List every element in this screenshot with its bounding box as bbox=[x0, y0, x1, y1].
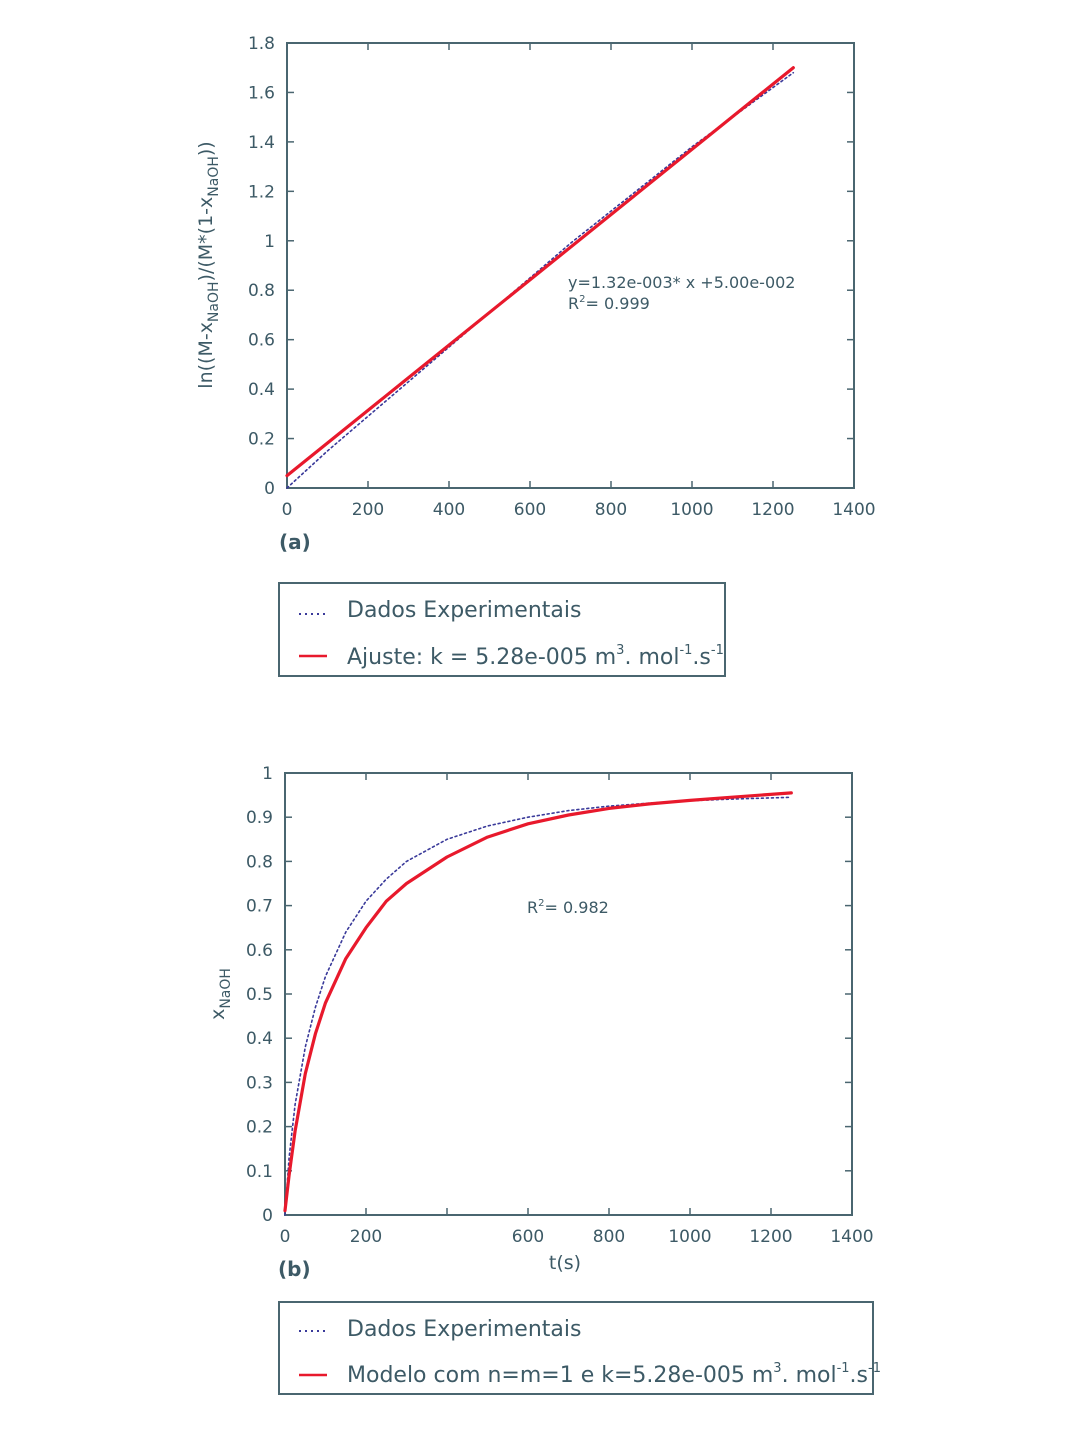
chart-b-y-tick-label: 1 bbox=[262, 764, 273, 784]
chart-b-y-tick-label: 0.2 bbox=[246, 1118, 273, 1138]
chart-a-legend-label-data: Dados Experimentais bbox=[347, 598, 581, 623]
chart-b-legend: Dados Experimentais Modelo com n=m=1 e k… bbox=[278, 1301, 881, 1395]
chart-b-series-model-line bbox=[283, 791, 793, 1213]
chart-b-series-experimental-line bbox=[284, 796, 793, 1216]
chart-a-frame bbox=[286, 42, 855, 489]
chart-a-x-tick-labels: 0 200 400 600 800 1000 1200 1400 bbox=[282, 500, 876, 520]
chart-a-y-tick-label: 1 bbox=[264, 232, 275, 252]
chart-b-x-tick-label: 1000 bbox=[668, 1227, 711, 1247]
chart-a-x-tick-label: 1400 bbox=[832, 500, 875, 520]
chart-a-y-tick-label: 0 bbox=[264, 479, 275, 499]
chart-a-r2-annotation: R2= 0.999 bbox=[568, 294, 650, 313]
chart-b-legend-label-model: Modelo com n=m=1 e k=5.28e-005 m3. mol-1… bbox=[347, 1361, 881, 1388]
chart-b-x-tick-label: 0 bbox=[280, 1227, 291, 1247]
chart-a-legend-box bbox=[278, 582, 726, 677]
chart-b-y-tick-label: 0.9 bbox=[246, 808, 273, 828]
chart-a-panel-label: (a) bbox=[279, 530, 311, 554]
chart-b-x-tick-labels: 0 200 600 800 1000 1200 1400 bbox=[280, 1227, 874, 1247]
chart-a-legend: Dados Experimentais Ajuste: k = 5.28e-00… bbox=[278, 582, 726, 677]
chart-b-r2-annotation: R2= 0.982 bbox=[527, 898, 609, 917]
chart-a-equation-annotation: y=1.32e-003* x +5.00e-002 bbox=[568, 273, 795, 292]
chart-b-y-tick-label: 0.1 bbox=[246, 1162, 273, 1182]
chart-b-legend-label-data: Dados Experimentais bbox=[347, 1317, 581, 1342]
chart-b-x-tick-label: 800 bbox=[593, 1227, 625, 1247]
chart-b-x-tick-label: 1400 bbox=[830, 1227, 873, 1247]
chart-a-y-tick-label: 0.2 bbox=[248, 430, 275, 450]
chart-b-series bbox=[283, 791, 793, 1216]
chart-a-x-tick-label: 400 bbox=[433, 500, 465, 520]
chart-b-ticks bbox=[284, 772, 853, 1216]
chart-b-y-tick-label: 0.3 bbox=[246, 1073, 273, 1093]
chart-b-legend-box bbox=[278, 1301, 874, 1395]
chart-a: 0 200 400 600 800 1000 1200 1400 0 0.2 0.4 0.6 0.8 1… bbox=[195, 34, 876, 677]
chart-b-x-tick-label: 1200 bbox=[749, 1227, 792, 1247]
chart-a-legend-label-fit: Ajuste: k = 5.28e-005 m3. mol-1.s-1 bbox=[347, 643, 724, 670]
chart-a-y-axis-title: ln((M-xNaOH)/(M*(1-xNaOH)) bbox=[195, 141, 222, 388]
chart-a-x-tick-label: 800 bbox=[595, 500, 627, 520]
chart-b-y-tick-labels: 0 0.1 0.2 0.3 0.4 0.5 0.6 0.7 0.8 0.9 1 bbox=[246, 764, 273, 1226]
chart-a-y-tick-label: 1.2 bbox=[248, 182, 275, 202]
chart-b-panel-label: (b) bbox=[278, 1257, 311, 1281]
chart-a-y-tick-label: 0.4 bbox=[248, 380, 275, 400]
chart-a-series bbox=[285, 66, 795, 489]
chart-a-x-tick-label: 600 bbox=[514, 500, 546, 520]
chart-b-y-tick-label: 0.5 bbox=[246, 985, 273, 1005]
chart-b-x-tick-label: 600 bbox=[512, 1227, 544, 1247]
chart-b-x-tick-label: 200 bbox=[350, 1227, 382, 1247]
chart-b-y-tick-label: 0.7 bbox=[246, 897, 273, 917]
chart-a-x-tick-label: 200 bbox=[352, 500, 384, 520]
chart-b-y-tick-label: 0 bbox=[262, 1206, 273, 1226]
chart-b-y-tick-label: 0.4 bbox=[246, 1029, 273, 1049]
chart-b-x-axis-title: t(s) bbox=[549, 1252, 581, 1274]
chart-a-y-tick-label: 1.4 bbox=[248, 133, 275, 153]
chart-b-y-tick-label: 0.6 bbox=[246, 941, 273, 961]
chart-b-y-tick-label: 0.8 bbox=[246, 852, 273, 872]
chart-a-x-tick-label: 0 bbox=[282, 500, 293, 520]
chart-a-x-tick-label: 1200 bbox=[751, 500, 794, 520]
chart-a-series-model-line bbox=[285, 66, 795, 478]
chart-a-y-tick-label: 1.8 bbox=[248, 34, 275, 54]
chart-a-y-tick-label: 0.6 bbox=[248, 331, 275, 351]
chart-a-ticks bbox=[286, 42, 855, 489]
chart-b-frame bbox=[284, 772, 853, 1216]
chart-a-y-tick-labels: 0 0.2 0.4 0.6 0.8 1 1.2 1.4 1.6 1.8 bbox=[248, 34, 275, 499]
chart-a-x-tick-label: 1000 bbox=[670, 500, 713, 520]
chart-a-y-tick-label: 1.6 bbox=[248, 83, 275, 103]
chart-b: 0 200 600 800 1000 1200 1400 00.10.20.30.40.50… bbox=[207, 764, 881, 1395]
chart-a-y-tick-label: 0.8 bbox=[248, 281, 275, 301]
chart-b-y-axis-title: xNaOH bbox=[207, 968, 234, 1020]
